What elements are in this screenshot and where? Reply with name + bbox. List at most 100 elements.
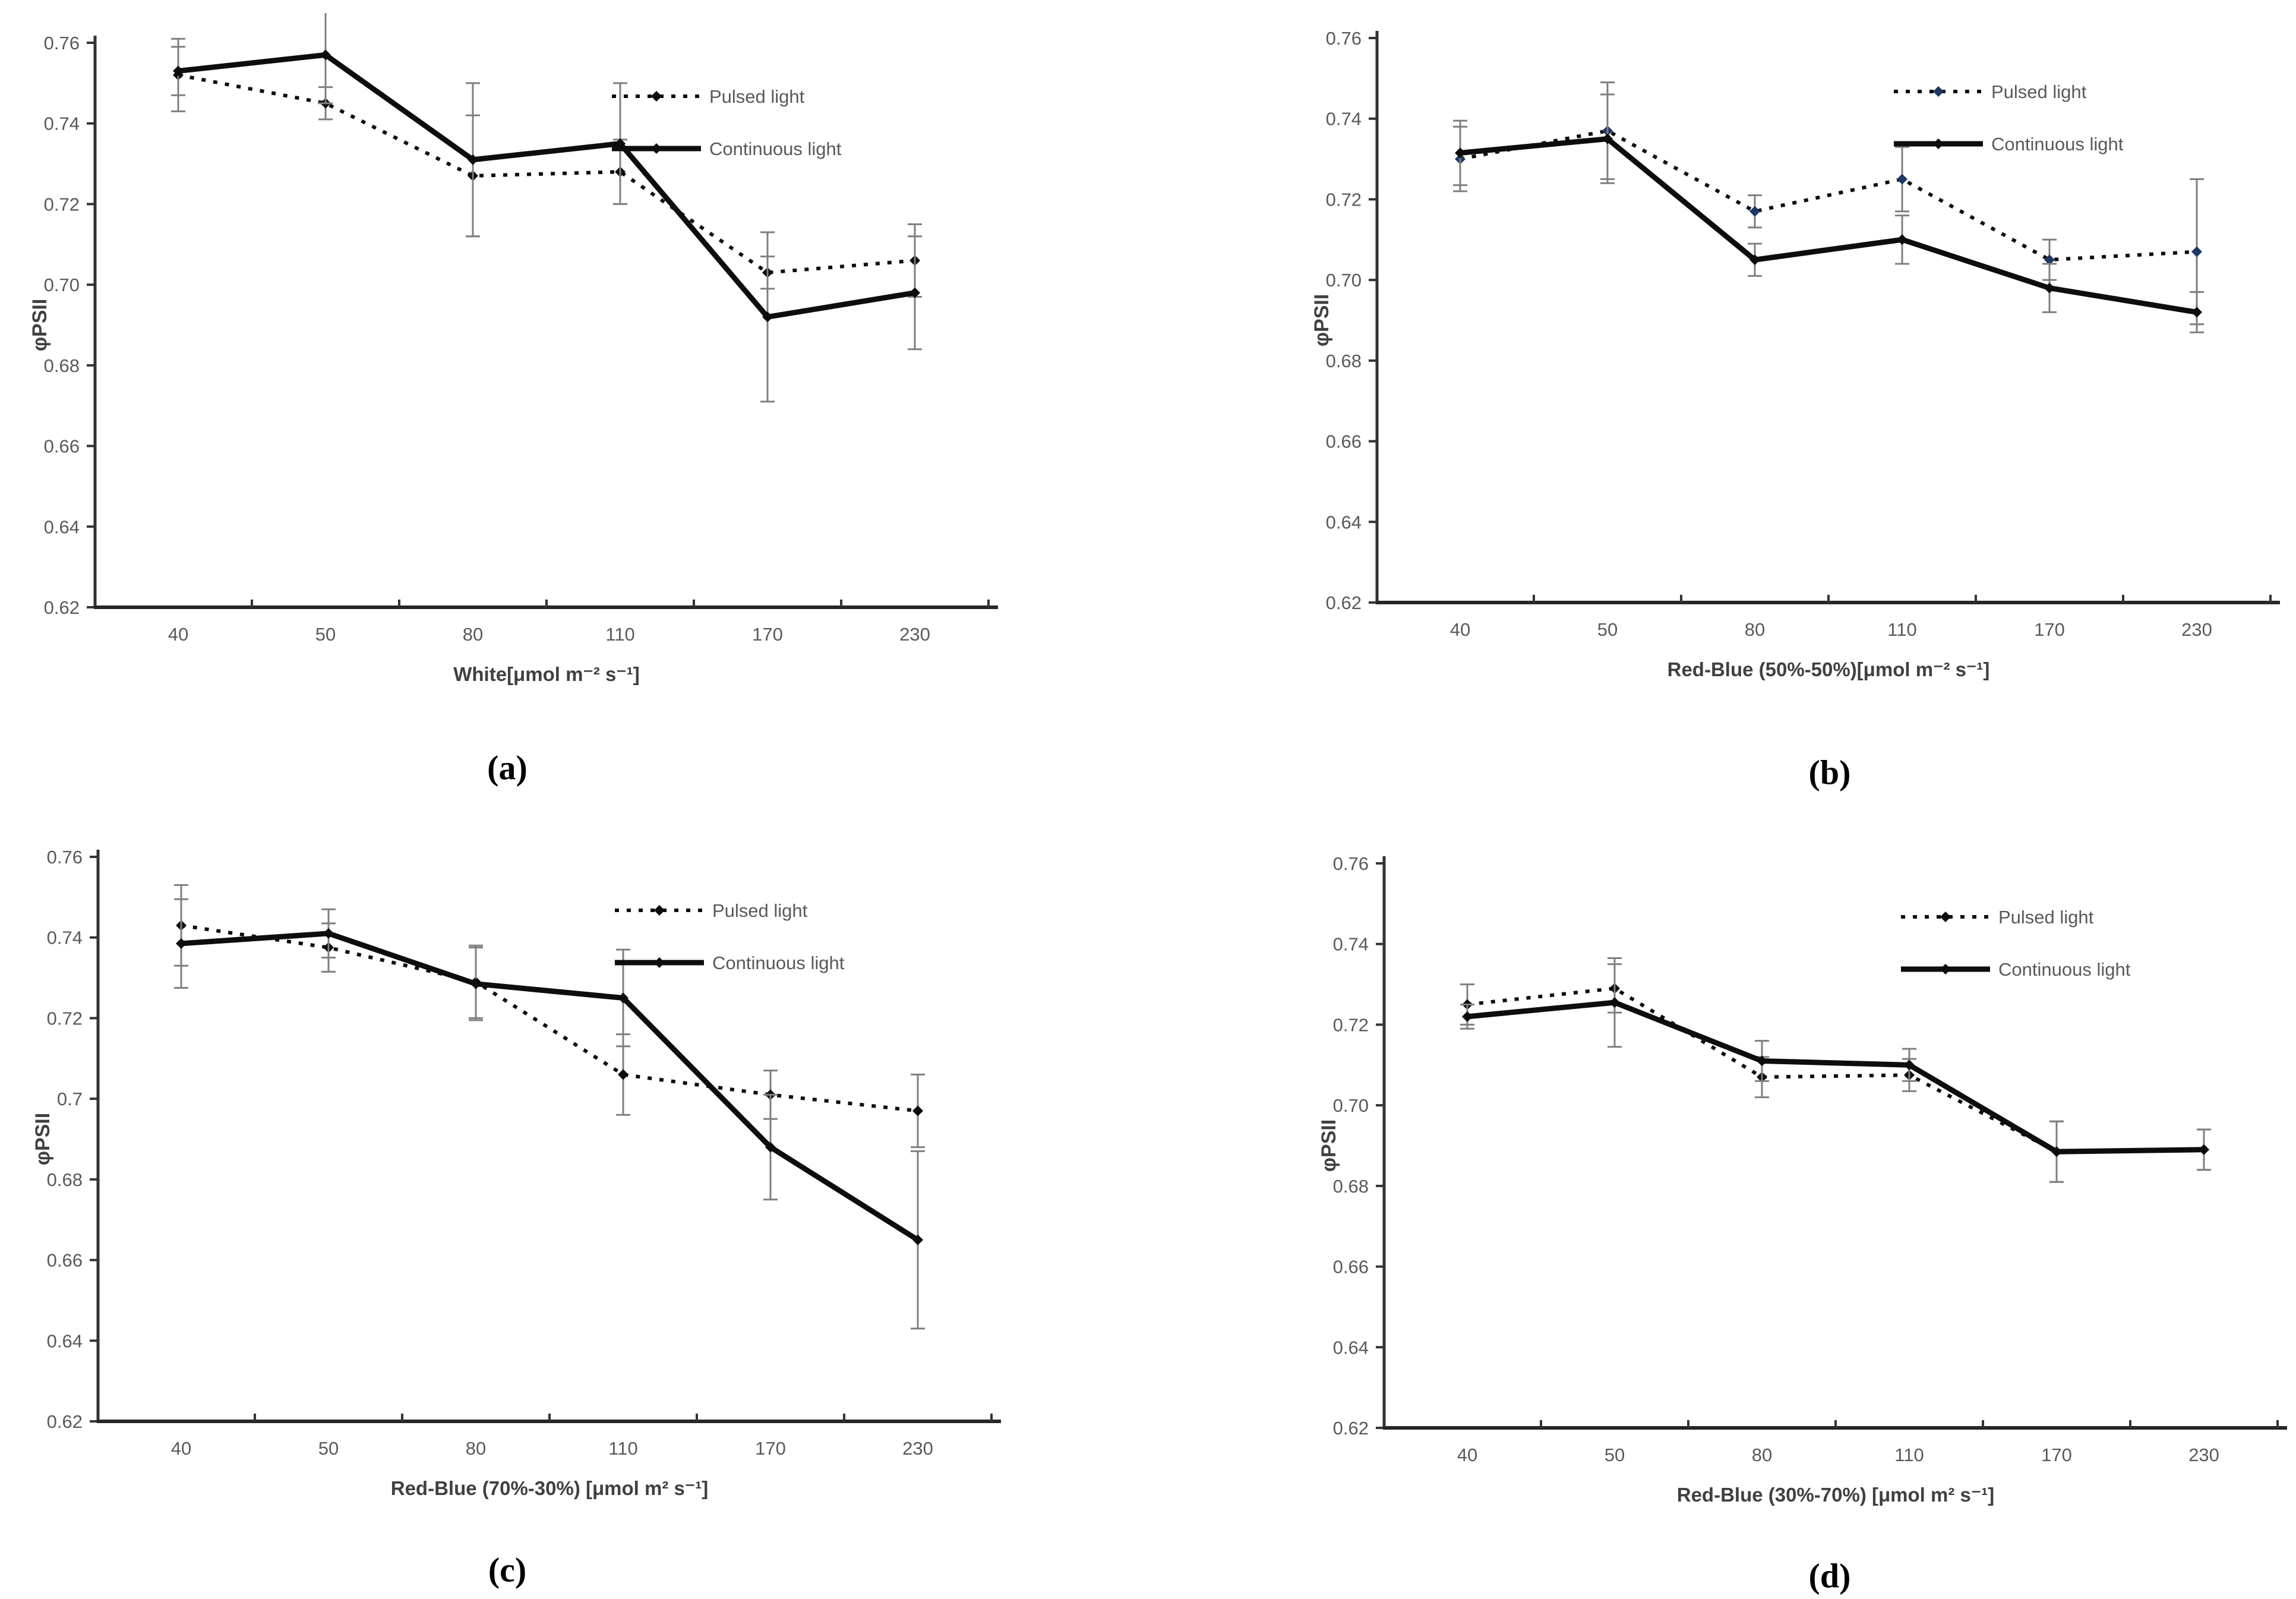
legend: Pulsed light Continuous light	[1894, 81, 2124, 154]
svg-text:Continuous light: Continuous light	[709, 138, 842, 159]
y-axis: 0.76 0.74 0.72 0.70 0.68 0.66 0.64 0.62 φPSII	[1310, 28, 1379, 613]
svg-text:φPSII: φPSII	[1318, 1119, 1340, 1172]
svg-text:50: 50	[315, 624, 336, 645]
data-point-marker	[173, 65, 184, 77]
series-continuous	[1460, 957, 2211, 1183]
svg-text:White[μmol m⁻² s⁻¹]: White[μmol m⁻² s⁻¹]	[453, 663, 640, 685]
data-point-marker	[1897, 234, 1907, 245]
svg-text:0.68: 0.68	[44, 355, 80, 376]
data-point-marker	[2051, 1146, 2062, 1158]
chart-b: 0.76 0.74 0.72 0.70 0.68 0.66 0.64 0.62 φPSII 40 5…	[1310, 28, 2280, 680]
svg-text:110: 110	[1894, 1445, 1924, 1465]
data-point-marker	[176, 938, 187, 949]
series-pulsed	[171, 37, 922, 298]
svg-text:Red-Blue (70%-30%) [μmol m² s⁻: Red-Blue (70%-30%) [μmol m² s⁻¹]	[391, 1477, 709, 1499]
data-point-marker	[2199, 1144, 2209, 1155]
svg-text:40: 40	[1457, 1445, 1477, 1465]
svg-text:0.74: 0.74	[1333, 934, 1369, 955]
legend: Pulsed light Continuous light	[1901, 907, 2131, 980]
data-point-marker	[468, 154, 478, 165]
svg-text:0.7: 0.7	[57, 1089, 83, 1109]
svg-text:Red-Blue (30%-70%) [μmol m² s⁻: Red-Blue (30%-70%) [μmol m² s⁻¹]	[1677, 1484, 1995, 1506]
svg-text:0.66: 0.66	[47, 1250, 83, 1271]
data-point-marker	[1940, 964, 1951, 974]
x-axis: 40 50 80 110 170 230 Red-Blue (50%-50%)[μmol m…	[1376, 595, 2280, 680]
svg-text:0.62: 0.62	[1326, 592, 1362, 613]
data-point-marker	[912, 1234, 923, 1245]
data-point-marker	[762, 311, 773, 323]
svg-text:0.70: 0.70	[1326, 270, 1362, 291]
svg-text:170: 170	[2034, 619, 2065, 640]
chart-d: 0.76 0.74 0.72 0.70 0.68 0.66 0.64 0.62 φPSII 40 5…	[1318, 853, 2287, 1506]
data-point-marker	[323, 928, 334, 939]
x-axis: 40 50 80 110 170 230 White[μmol m⁻² s⁻¹]	[94, 600, 998, 685]
data-point-marker	[765, 1141, 776, 1153]
svg-text:0.76: 0.76	[47, 847, 83, 868]
series-continuous	[1453, 93, 2204, 333]
svg-text:0.66: 0.66	[1333, 1257, 1369, 1278]
svg-text:0.76: 0.76	[1333, 853, 1369, 874]
svg-text:0.72: 0.72	[1333, 1014, 1369, 1035]
svg-text:φPSII: φPSII	[31, 1113, 54, 1166]
svg-text:0.66: 0.66	[44, 436, 80, 457]
svg-text:40: 40	[171, 1438, 191, 1459]
svg-text:50: 50	[1605, 1445, 1625, 1465]
caption-d: (d)	[1808, 1556, 1851, 1595]
svg-text:80: 80	[1752, 1445, 1772, 1465]
data-point-marker	[654, 957, 665, 968]
svg-text:0.74: 0.74	[47, 928, 83, 948]
panel-b: 0.76 0.74 0.72 0.70 0.68 0.66 0.64 0.62 φPSII 40 5…	[1282, 8, 2292, 727]
data-point-marker	[1897, 174, 1907, 185]
svg-text:0.62: 0.62	[47, 1411, 83, 1432]
svg-text:0.74: 0.74	[44, 113, 80, 134]
series-continuous	[174, 898, 925, 1330]
series-pulsed	[1453, 81, 2204, 326]
data-point-marker	[320, 49, 331, 61]
svg-text:0.64: 0.64	[44, 516, 80, 537]
data-point-marker	[1749, 206, 1760, 217]
data-point-marker	[1933, 86, 1944, 97]
svg-text:0.74: 0.74	[1326, 109, 1362, 130]
svg-text:Continuous light: Continuous light	[1998, 959, 2131, 980]
data-point-marker	[1757, 1055, 1767, 1067]
svg-text:0.68: 0.68	[1333, 1176, 1369, 1197]
svg-text:170: 170	[755, 1438, 786, 1459]
svg-text:230: 230	[899, 624, 930, 645]
svg-text:40: 40	[1450, 619, 1470, 640]
svg-text:50: 50	[318, 1438, 339, 1459]
svg-text:230: 230	[2181, 619, 2212, 640]
panel-d: 0.76 0.74 0.72 0.70 0.68 0.66 0.64 0.62 φPSII 40 5…	[1289, 834, 2296, 1553]
panel-c: 0.76 0.74 0.72 0.7 0.68 0.66 0.64 0.62 φPSII 40 50…	[3, 827, 1013, 1546]
data-point-marker	[2044, 282, 2055, 294]
data-point-marker	[912, 1105, 923, 1117]
data-point-marker	[2044, 254, 2055, 266]
svg-text:0.76: 0.76	[1326, 28, 1362, 49]
chart-c: 0.76 0.74 0.72 0.7 0.68 0.66 0.64 0.62 φPSII 40 50…	[31, 847, 1001, 1499]
svg-text:0.72: 0.72	[47, 1008, 83, 1029]
svg-text:110: 110	[605, 624, 634, 645]
svg-text:0.68: 0.68	[1326, 351, 1362, 371]
svg-text:40: 40	[168, 624, 188, 645]
data-point-marker	[618, 992, 629, 1004]
data-point-marker	[2191, 307, 2202, 318]
data-point-marker	[651, 143, 662, 154]
svg-text:0.72: 0.72	[44, 194, 80, 215]
svg-text:50: 50	[1597, 619, 1618, 640]
svg-text:80: 80	[1745, 619, 1765, 640]
svg-text:φPSII: φPSII	[29, 299, 51, 352]
svg-text:0.76: 0.76	[44, 33, 80, 53]
svg-text:Pulsed light: Pulsed light	[1998, 907, 2094, 928]
caption-a: (a)	[487, 748, 528, 787]
svg-text:230: 230	[902, 1438, 933, 1459]
svg-text:230: 230	[2188, 1445, 2219, 1465]
chart-a: 0.76 0.74 0.72 0.70 0.68 0.66 0.64 0.62 φPSII 40 5…	[29, 13, 998, 685]
svg-text:170: 170	[752, 624, 783, 645]
svg-text:Pulsed light: Pulsed light	[1991, 81, 2087, 102]
svg-text:80: 80	[466, 1438, 486, 1459]
x-axis: 40 50 80 110 170 230 Red-Blue (30%-70%) [μmol …	[1383, 1420, 2287, 1506]
data-point-marker	[618, 1069, 629, 1080]
y-axis: 0.76 0.74 0.72 0.7 0.68 0.66 0.64 0.62 φPSII	[31, 847, 100, 1432]
caption-c: (c)	[488, 1550, 527, 1589]
data-point-marker	[1455, 147, 1466, 159]
svg-text:Continuous light: Continuous light	[712, 953, 845, 973]
